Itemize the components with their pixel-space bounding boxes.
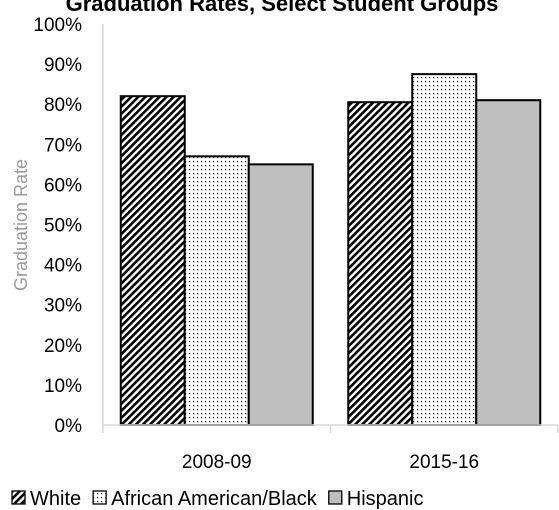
bar-white-2008-09	[119, 95, 186, 427]
category-labels: 2008-09 2015-16	[182, 452, 479, 473]
legend-swatch-african-american-black	[92, 490, 107, 505]
y-tick-label: 0%	[55, 416, 83, 437]
bar-hispanic-2015-16	[475, 99, 542, 426]
bar-hispanic-2008-09	[247, 163, 314, 426]
legend-swatch-hispanic	[328, 490, 343, 505]
y-tick-label: 70%	[44, 135, 82, 156]
y-tick-label: 10%	[44, 376, 82, 397]
y-tick-label: 80%	[44, 95, 82, 116]
y-axis-title: Graduation Rate	[11, 159, 31, 291]
legend-label-african-american-black: African American/Black	[111, 488, 318, 510]
bar-white-2015-16	[347, 101, 414, 426]
bar-african-american-black-2015-16	[411, 73, 478, 426]
y-tick-label: 90%	[44, 55, 82, 76]
category-label: 2008-09	[182, 452, 252, 473]
legend-swatch-white	[11, 490, 26, 505]
legend-label-hispanic: Hispanic	[347, 488, 424, 510]
y-tick-label: 30%	[44, 296, 82, 317]
legend: White African American/Black Hispanic	[11, 488, 424, 510]
y-tick-label: 100%	[33, 15, 82, 36]
category-label: 2015-16	[409, 452, 479, 473]
y-tick-label: 60%	[44, 175, 82, 196]
y-axis-ticks: 0% 10% 20% 30% 40% 50% 60% 70% 80% 90% 100%	[33, 15, 82, 437]
bar-groups	[119, 73, 542, 427]
y-tick-label: 20%	[44, 336, 82, 357]
chart-title: Graduation Rates, Select Student Groups	[66, 0, 499, 16]
y-tick-label: 50%	[44, 216, 82, 237]
axes	[102, 24, 559, 433]
bar-african-american-black-2008-09	[183, 155, 250, 427]
y-tick-label: 40%	[44, 256, 82, 277]
legend-label-white: White	[30, 488, 81, 510]
